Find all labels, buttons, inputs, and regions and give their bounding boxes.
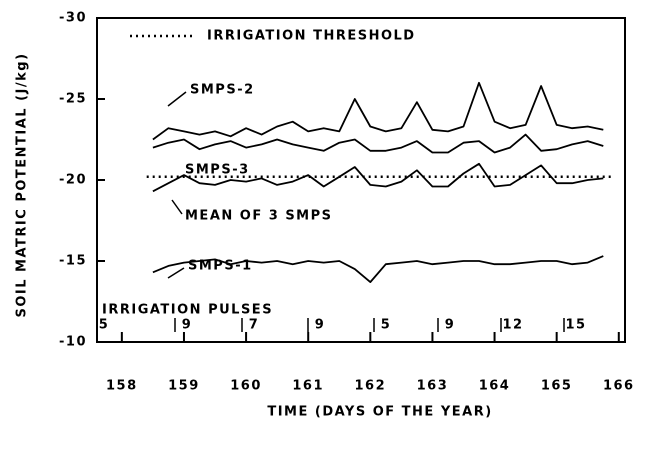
series-label: SMPS-2 <box>190 83 255 98</box>
pulse-label: 12 <box>502 318 523 333</box>
series-label: SMPS-3 <box>185 163 250 178</box>
x-tick-label: 159 <box>168 379 200 394</box>
y-tick-label: -15 <box>59 254 87 269</box>
x-tick-label: 165 <box>541 379 573 394</box>
series-label: SMPS-1 <box>188 259 253 274</box>
x-tick-label: 163 <box>417 379 449 394</box>
series-line <box>152 255 604 283</box>
y-tick-label: -10 <box>59 335 87 350</box>
pointer <box>167 91 187 107</box>
x-tick-label: 158 <box>106 379 138 394</box>
pulse-label: 9 <box>445 318 456 333</box>
y-axis-title: SOIL MATRIC POTENTIAL (J/kg) <box>15 52 30 317</box>
pulse-label: 15 <box>565 318 586 333</box>
series-label: IRRIGATION THRESHOLD <box>207 29 416 44</box>
y-tick-label: -25 <box>59 92 87 107</box>
x-tick-label: 162 <box>354 379 386 394</box>
series-line <box>152 81 604 141</box>
x-tick-label: 160 <box>230 379 262 394</box>
series-line <box>152 133 604 154</box>
pointer <box>167 267 185 279</box>
pulse-label: 5 <box>381 318 392 333</box>
pointer <box>171 199 183 215</box>
pulse-label: 7 <box>249 318 260 333</box>
series-line <box>152 162 604 193</box>
x-tick-label: 161 <box>292 379 324 394</box>
pulse-label: 5 <box>99 318 110 333</box>
x-tick-label: 166 <box>603 379 635 394</box>
pulse-label: 9 <box>315 318 326 333</box>
y-tick-label: -20 <box>59 173 87 188</box>
pulse-label: 9 <box>182 318 193 333</box>
pulses-title: IRRIGATION PULSES <box>102 303 273 318</box>
x-axis-title: TIME (DAYS OF THE YEAR) <box>267 405 492 420</box>
y-tick-label: -30 <box>59 11 87 26</box>
x-tick-label: 164 <box>479 379 511 394</box>
series-label: MEAN OF 3 SMPS <box>185 209 333 224</box>
